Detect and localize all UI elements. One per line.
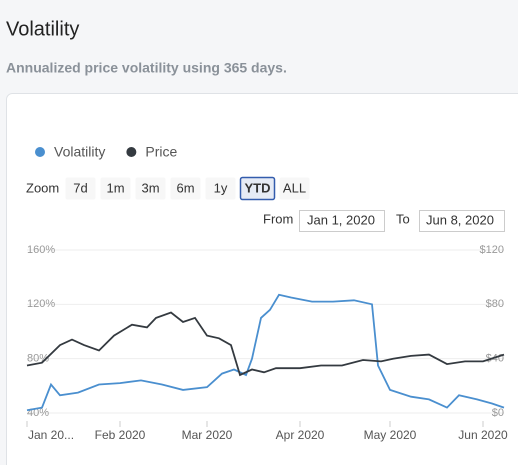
to-input[interactable] — [419, 210, 505, 232]
x-tick-label: Feb 2020 — [95, 428, 146, 442]
zoom-label: Zoom — [26, 180, 59, 195]
x-tick-label: Jan 20... — [28, 428, 74, 442]
zoom-button[interactable] — [170, 177, 201, 200]
y-tick-label: 120% — [27, 298, 55, 310]
zoom-button[interactable] — [205, 177, 236, 200]
from-input[interactable] — [299, 210, 385, 232]
page-subtitle: Annualized price volatility using 365 da… — [6, 60, 287, 76]
x-tick-label: May 2020 — [364, 428, 417, 442]
to-value: Jun 8, 2020 — [426, 212, 494, 227]
zoom-button[interactable] — [279, 177, 310, 200]
y2-tick-label: $120 — [480, 244, 504, 256]
zoom-button[interactable] — [239, 176, 276, 201]
y2-tick-label: $0 — [492, 407, 504, 419]
zoom-button-label: 1y — [214, 180, 228, 195]
y-tick-label: 160% — [27, 244, 55, 256]
series-line — [26, 293, 505, 412]
x-tick-label: Mar 2020 — [182, 428, 233, 442]
zoom-button-label: 3m — [141, 180, 159, 195]
zoom-button[interactable] — [65, 177, 96, 200]
legend-label[interactable]: Volatility — [54, 144, 105, 160]
y2-tick-label: $80 — [486, 298, 504, 310]
page-title: Volatility — [6, 18, 79, 40]
zoom-button-label: ALL — [283, 180, 306, 195]
legend-label[interactable]: Price — [145, 144, 177, 160]
card — [6, 93, 518, 465]
zoom-button[interactable] — [100, 177, 131, 200]
from-label: From — [263, 211, 293, 226]
from-value: Jan 1, 2020 — [307, 212, 375, 227]
zoom-button-label: 7d — [73, 180, 87, 195]
zoom-button[interactable] — [135, 177, 166, 200]
y2-tick-label: $40 — [486, 353, 504, 365]
legend-marker[interactable] — [126, 147, 137, 157]
x-tick-label: Apr 2020 — [276, 428, 325, 442]
zoom-button-label: 6m — [176, 180, 194, 195]
zoom-button-label: YTD — [245, 180, 271, 195]
x-tick-label: Jun 2020 — [458, 428, 508, 442]
to-label: To — [396, 211, 410, 226]
zoom-button-label: 1m — [106, 180, 124, 195]
series-line — [26, 311, 505, 377]
legend-marker[interactable] — [35, 147, 45, 157]
